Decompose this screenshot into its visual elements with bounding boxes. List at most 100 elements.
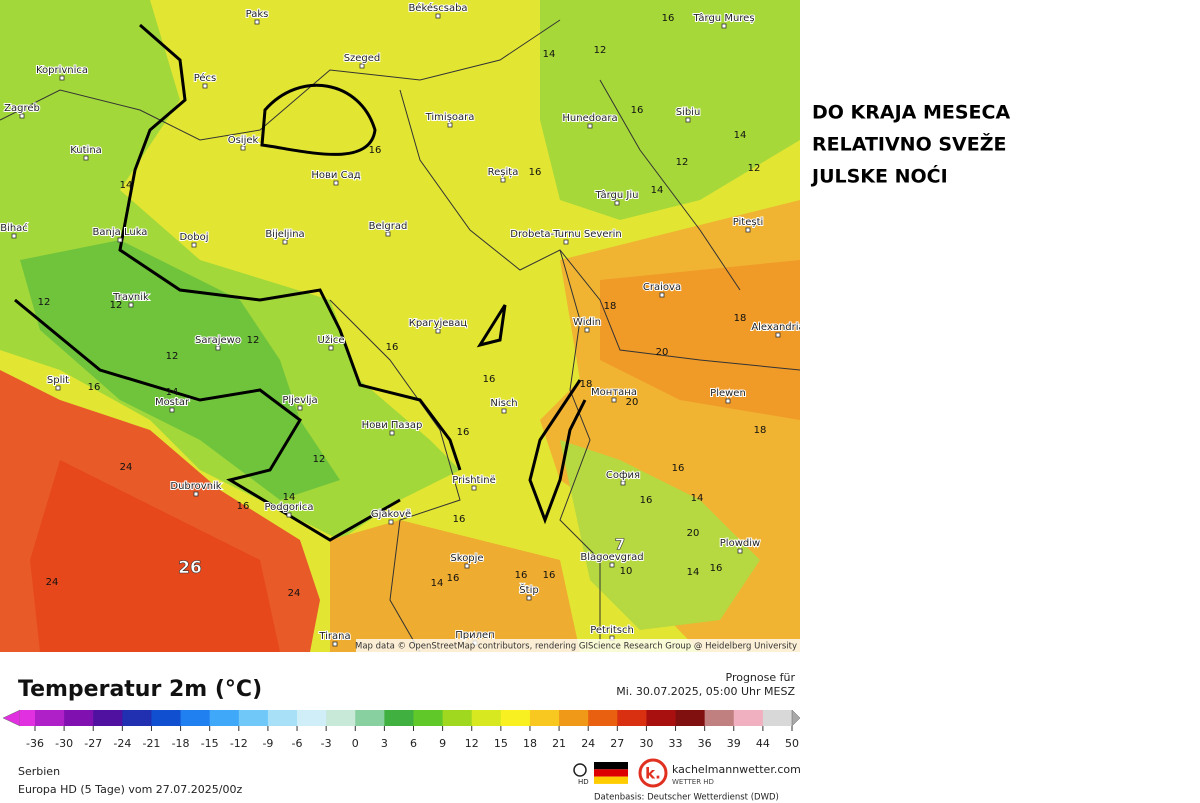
model: Europa HD (5 Tage) vom 27.07.2025/00z bbox=[18, 783, 242, 796]
colorbar-swatch bbox=[617, 710, 647, 726]
isotherm bbox=[260, 83, 377, 156]
city-marker bbox=[254, 19, 260, 25]
city-label: Travnik bbox=[112, 292, 149, 303]
colorbar-tick-label: 15 bbox=[494, 737, 508, 750]
colorbar-swatch bbox=[122, 710, 152, 726]
isotherm-label: 16 bbox=[447, 573, 460, 584]
isotherm-label: 18 bbox=[734, 313, 747, 324]
city-marker bbox=[614, 200, 620, 206]
flag bbox=[594, 762, 628, 770]
isotherm bbox=[118, 23, 462, 471]
colorbar-tick-label: -12 bbox=[230, 737, 248, 750]
colorbar-swatch bbox=[529, 710, 560, 726]
attribution-bg bbox=[356, 639, 800, 652]
colorbar: -36 -30 -27 -24 -21 -18 -15 -12 -9 -6 -3 0 3 6 9 12 15 18… bbox=[2, 709, 801, 750]
colorbar-tick-label: -36 bbox=[26, 737, 44, 750]
city-label: Plewen bbox=[710, 388, 746, 399]
forecast-label: Prognose für bbox=[726, 671, 796, 684]
city-label: София bbox=[606, 470, 640, 481]
colorbar-swatch bbox=[93, 710, 123, 726]
colorbar-tick-label: 0 bbox=[352, 737, 359, 750]
city-label: Gjakovë bbox=[371, 509, 411, 520]
city-marker bbox=[563, 239, 569, 245]
city-marker bbox=[584, 327, 590, 333]
city-marker bbox=[435, 328, 441, 334]
headline-line: DO KRAJA MESECA bbox=[812, 102, 1010, 124]
brand-sub: WETTER HD bbox=[672, 778, 714, 786]
city-marker bbox=[775, 332, 781, 338]
colorbar-tick-label: -21 bbox=[142, 737, 160, 750]
city-label: Pitești bbox=[733, 217, 764, 228]
city-marker bbox=[215, 345, 221, 351]
city-label: Монтана bbox=[591, 387, 637, 398]
city-label: Craiova bbox=[643, 282, 681, 293]
isotherm-label: 12 bbox=[166, 351, 179, 362]
city-marker bbox=[333, 180, 339, 186]
isotherm-label: 12 bbox=[676, 157, 689, 168]
city-label: Timișoara bbox=[425, 112, 475, 123]
colorbar-swatch bbox=[762, 710, 793, 726]
city-marker bbox=[282, 239, 288, 245]
legend-title: Temperatur 2m (°C) bbox=[18, 677, 262, 702]
colorbar-tick-label: 36 bbox=[698, 737, 712, 750]
city-marker bbox=[471, 485, 477, 491]
city-marker bbox=[128, 302, 134, 308]
city-marker bbox=[745, 227, 751, 233]
city-label: Нови Сад bbox=[311, 170, 360, 181]
isotherm-lines bbox=[14, 23, 587, 542]
city-marker bbox=[59, 75, 65, 81]
brand-logo bbox=[638, 758, 668, 788]
zone bbox=[560, 440, 760, 630]
isotherm-label: 16 bbox=[672, 463, 685, 474]
colorbar-swatch bbox=[209, 710, 240, 726]
city-marker bbox=[725, 398, 731, 404]
colorbar-tick-label: -15 bbox=[201, 737, 219, 750]
city-label: Békéscsaba bbox=[408, 2, 467, 14]
city-marker bbox=[11, 233, 17, 239]
city-marker bbox=[659, 292, 665, 298]
city-marker bbox=[385, 231, 391, 237]
colorbar-swatch bbox=[413, 710, 444, 726]
city-label: Tirana bbox=[318, 631, 350, 642]
isotherm-label: 16 bbox=[453, 514, 466, 525]
isotherm bbox=[476, 304, 507, 348]
isotherm-label: 12 bbox=[247, 335, 260, 346]
colorbar-swatch bbox=[151, 710, 182, 726]
isotherm-label: 20 bbox=[656, 347, 669, 358]
colorbar-tick-label: 24 bbox=[581, 737, 595, 750]
city-label: Štip bbox=[519, 583, 538, 596]
isotherm-label: 12 bbox=[594, 45, 607, 56]
isotherm-label: 12 bbox=[38, 297, 51, 308]
city-marker bbox=[328, 345, 334, 351]
colorbar-tick-label: -27 bbox=[84, 737, 102, 750]
city-marker bbox=[117, 237, 123, 243]
isotherm-label: 18 bbox=[604, 301, 617, 312]
brand: kachelmannwetter.com bbox=[672, 763, 801, 776]
city-marker bbox=[526, 595, 532, 601]
city-marker bbox=[721, 23, 727, 29]
city-label: Крагујевац bbox=[409, 317, 468, 329]
city-marker bbox=[297, 405, 303, 411]
zone bbox=[540, 0, 800, 220]
city-label: Osijek bbox=[228, 135, 259, 146]
colorbar-tick-label: 33 bbox=[669, 737, 683, 750]
colorbar-tick-label: 50 bbox=[785, 737, 799, 750]
colorbar-swatch bbox=[297, 710, 327, 726]
isotherm-label: 14 bbox=[431, 578, 444, 589]
colorbar-tick-label: 27 bbox=[610, 737, 624, 750]
isotherm-label: 14 bbox=[283, 492, 296, 503]
city-label: Koprivnica bbox=[36, 65, 88, 76]
isotherm bbox=[14, 298, 401, 542]
colorbar-tick-label: 39 bbox=[727, 737, 741, 750]
city-marker bbox=[620, 480, 626, 486]
zone bbox=[30, 460, 280, 652]
isotherm-label: 24 bbox=[288, 588, 301, 599]
flag bbox=[594, 776, 628, 784]
attribution: Map data © OpenStreetMap contributors, r… bbox=[355, 642, 797, 652]
isotherm-label: 18 bbox=[580, 379, 593, 390]
city-label: Bihać bbox=[0, 222, 28, 234]
city-marker bbox=[611, 397, 617, 403]
headline-line: RELATIVNO SVEŽE bbox=[812, 133, 1006, 156]
isotherm-label: 12 bbox=[748, 163, 761, 174]
